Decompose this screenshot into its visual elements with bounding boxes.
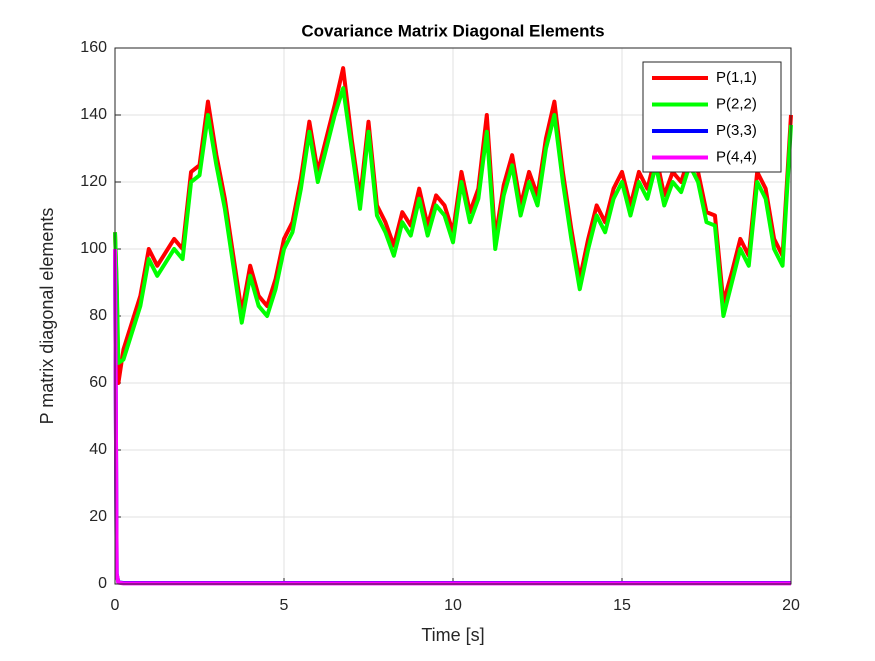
series-line: [113, 86, 793, 365]
y-tick-label: 60: [89, 374, 107, 391]
legend-label: P(3,3): [716, 122, 757, 139]
x-tick-label: 15: [613, 597, 631, 614]
plot-frame: [114, 47, 792, 585]
x-tick-label: 20: [782, 597, 800, 614]
series-line: [113, 248, 791, 586]
legend-label: P(2,2): [716, 95, 757, 112]
y-tick-label: 80: [89, 307, 107, 324]
y-axis-label: P matrix diagonal elements: [37, 208, 57, 425]
y-tick-label: 140: [80, 106, 107, 123]
y-tick-label: 40: [89, 441, 107, 458]
y-tick-label: 120: [80, 173, 107, 190]
x-tick-label: 0: [111, 597, 120, 614]
x-tick-label: 10: [444, 597, 462, 614]
chart-title: Covariance Matrix Diagonal Elements: [301, 21, 604, 40]
y-tick-label: 160: [80, 39, 107, 56]
x-axis-label: Time [s]: [421, 625, 484, 645]
y-tick-label: 0: [98, 575, 107, 592]
legend-box: [642, 61, 782, 173]
legend-label: P(4,4): [716, 148, 757, 165]
legend-label: P(1,1): [716, 69, 757, 86]
y-tick-label: 100: [80, 240, 107, 257]
x-tick-label: 5: [280, 597, 289, 614]
y-tick-label: 20: [89, 508, 107, 525]
